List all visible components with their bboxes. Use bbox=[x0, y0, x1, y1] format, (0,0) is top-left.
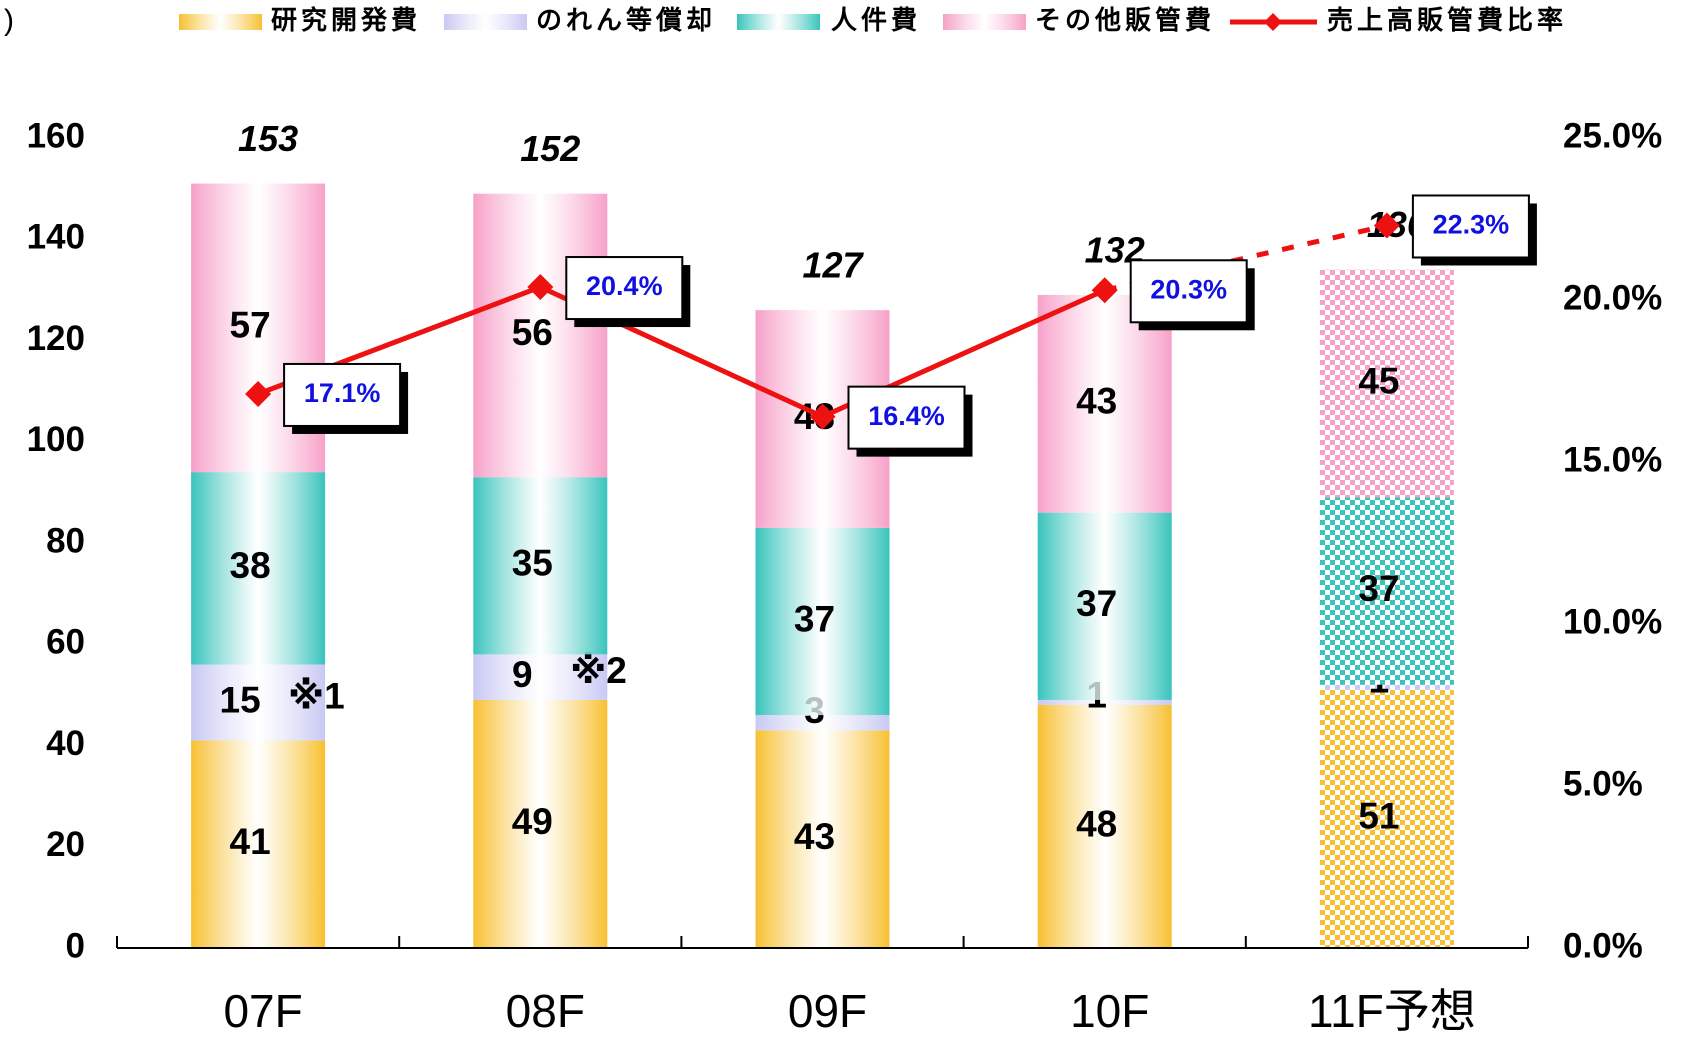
segment-label: 56 bbox=[512, 312, 553, 353]
bar-segment bbox=[1037, 294, 1172, 513]
legend-label: 人件費 bbox=[831, 5, 921, 35]
segment-label: 48 bbox=[1076, 803, 1117, 844]
y-tick-label: 140 bbox=[27, 218, 85, 257]
y2-tick-label: 25.0% bbox=[1563, 116, 1662, 155]
segment-label: 45 bbox=[1358, 360, 1399, 401]
legend-label: 売上高販管費比率 bbox=[1327, 5, 1567, 35]
legend-swatch bbox=[444, 14, 527, 30]
x-tick-label: 10F bbox=[1070, 985, 1149, 1037]
segment-label: 37 bbox=[1076, 583, 1117, 624]
x-tick-label: 08F bbox=[506, 985, 585, 1037]
ratio-label: 22.3% bbox=[1433, 210, 1510, 240]
bar-segment bbox=[191, 664, 326, 741]
ratio-label: 17.1% bbox=[304, 378, 381, 408]
bar-segment bbox=[1319, 689, 1454, 948]
bar-segment bbox=[191, 740, 326, 948]
segment-label: 49 bbox=[512, 801, 553, 842]
segment-label: 35 bbox=[512, 543, 553, 584]
bar-segment bbox=[755, 730, 890, 948]
ratio-marker bbox=[1091, 277, 1118, 304]
y-tick-label: 120 bbox=[27, 319, 85, 358]
ratio-label: 20.4% bbox=[586, 271, 663, 301]
y2-tick-label: 0.0% bbox=[1563, 926, 1643, 965]
x-tick-label: 07F bbox=[223, 985, 302, 1037]
y-tick-label: 0 bbox=[66, 926, 85, 965]
label-box bbox=[1411, 194, 1530, 259]
y-tick-label: 60 bbox=[46, 623, 85, 662]
y-tick-label: 80 bbox=[46, 521, 85, 560]
ratio-marker bbox=[1373, 212, 1400, 239]
x-tick-label: 11F予想 bbox=[1308, 985, 1476, 1037]
legend-swatch bbox=[943, 14, 1026, 30]
segment-label: 9 bbox=[512, 654, 533, 695]
y-tick-label: 100 bbox=[27, 420, 85, 459]
y-tick-label: 20 bbox=[46, 825, 85, 864]
segment-label: 57 bbox=[230, 305, 271, 346]
segment-label: 37 bbox=[1358, 568, 1399, 609]
note: ※1 bbox=[288, 675, 345, 716]
label-box bbox=[847, 385, 966, 450]
total-label: 152 bbox=[520, 128, 580, 169]
y2-tick-label: 20.0% bbox=[1563, 278, 1662, 317]
segment-label: 37 bbox=[794, 598, 835, 639]
label-box bbox=[1129, 259, 1248, 324]
bar-segment bbox=[755, 527, 890, 716]
legend-swatch bbox=[737, 14, 820, 30]
bar-segment bbox=[1319, 269, 1454, 498]
label-box bbox=[283, 362, 402, 427]
legend-marker bbox=[1264, 13, 1282, 31]
bar-segment bbox=[1037, 699, 1172, 705]
ratio-line bbox=[1104, 223, 1388, 293]
bar-segment bbox=[473, 193, 608, 478]
segment-label: 38 bbox=[230, 545, 271, 586]
ratio-label: 20.3% bbox=[1150, 274, 1227, 304]
segment-label: 15 bbox=[220, 679, 261, 720]
legend-label: のれん等償却 bbox=[536, 5, 716, 35]
bar-segment bbox=[1037, 705, 1172, 948]
bar-segment bbox=[473, 477, 608, 655]
corner-text: ) bbox=[4, 4, 14, 37]
legend-label: その他販管費 bbox=[1035, 5, 1215, 35]
segment-label: 41 bbox=[230, 821, 271, 862]
bar-segment bbox=[1319, 497, 1454, 685]
segment-label: 51 bbox=[1358, 796, 1399, 837]
y2-tick-label: 10.0% bbox=[1563, 602, 1662, 641]
y-tick-label: 160 bbox=[27, 116, 85, 155]
x-tick-label: 09F bbox=[788, 985, 867, 1037]
legend-swatch bbox=[179, 14, 262, 30]
y-tick-label: 40 bbox=[46, 724, 85, 763]
bar-segment bbox=[755, 715, 890, 731]
segment-label: 43 bbox=[794, 816, 835, 857]
label-box bbox=[565, 256, 684, 321]
bar-segment bbox=[473, 699, 608, 948]
legend-label: 研究開発費 bbox=[271, 5, 421, 35]
y2-tick-label: 5.0% bbox=[1563, 764, 1643, 803]
y2-tick-label: 15.0% bbox=[1563, 440, 1662, 479]
ratio-line bbox=[257, 284, 1106, 420]
total-label: 127 bbox=[802, 245, 864, 286]
ratio-marker bbox=[527, 274, 554, 301]
bar-segment bbox=[1319, 684, 1454, 690]
bar-segment bbox=[473, 654, 608, 700]
ratio-label: 16.4% bbox=[868, 401, 945, 431]
segment-label: 43 bbox=[1076, 381, 1117, 422]
bar-segment bbox=[1037, 512, 1172, 700]
note: ※2 bbox=[570, 650, 627, 691]
ratio-marker bbox=[809, 403, 836, 430]
total-label: 153 bbox=[238, 118, 298, 159]
bar-segment bbox=[191, 472, 326, 665]
ratio-marker bbox=[245, 380, 272, 407]
